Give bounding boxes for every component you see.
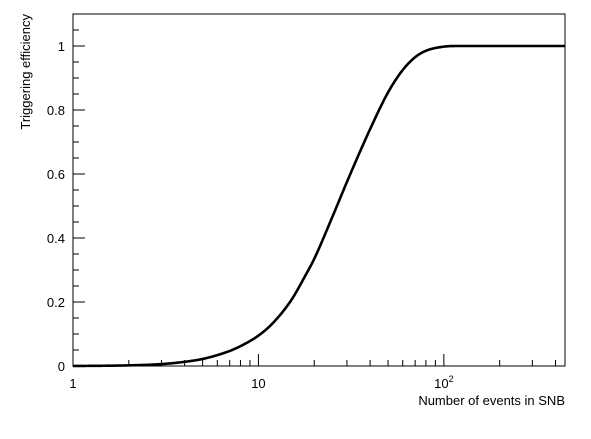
y-tick-label: 0.6 xyxy=(47,167,65,182)
efficiency-curve xyxy=(72,44,566,368)
y-tick-label: 0.4 xyxy=(47,231,65,246)
x-tick-exponent: 2 xyxy=(449,374,454,384)
y-axis-title: Triggering efficiency xyxy=(18,14,33,130)
y-axis-ticks: 0 0.2 0.4 0.6 0.8 1 xyxy=(47,13,85,374)
series-layer xyxy=(72,44,566,368)
y-tick-label: 0 xyxy=(58,359,65,374)
x-tick-label: 10 xyxy=(251,376,265,391)
x-axis-title: Number of events in SNB xyxy=(418,393,565,408)
y-tick-label: 0.8 xyxy=(47,103,65,118)
y-tick-label: 0.2 xyxy=(47,295,65,310)
y-tick-label: 1 xyxy=(58,39,65,54)
x-tick-label: 1 xyxy=(69,376,76,391)
